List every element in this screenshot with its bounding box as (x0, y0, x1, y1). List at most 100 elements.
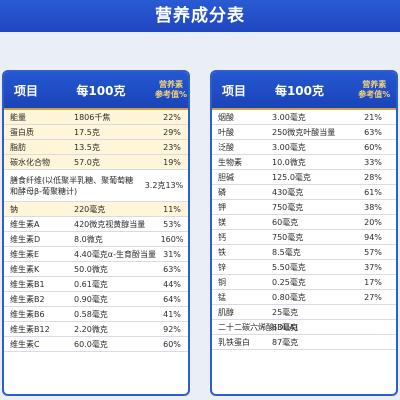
header-per-100g: 每100克 (274, 83, 325, 98)
nutrient-amount: 0.25毫克 (272, 277, 306, 287)
table-row: 镁 60毫克 20% (212, 215, 396, 230)
nutrient-name: 维生素D (10, 234, 41, 244)
nutrient-amount: 430毫克 (272, 187, 304, 197)
nutrient-name: 维生素B1 (10, 279, 45, 289)
table-row: 烟酸 3.00毫克 21% (212, 110, 396, 125)
nutrient-nrv: 13% (165, 181, 184, 190)
table-row: 碳水化合物 57.0克 19% (4, 155, 188, 170)
nutrient-nrv: 22% (163, 112, 181, 122)
nutrient-nrv: 60% (364, 142, 382, 152)
nutrient-name: 铜 (218, 277, 226, 287)
header-item: 项目 (222, 83, 247, 98)
header-per-100g: 每100克 (76, 83, 126, 98)
nutrient-name: 锰 (218, 292, 226, 302)
nutrient-nrv: 31% (163, 249, 181, 259)
nutrient-name: 乳铁蛋白 (218, 337, 250, 347)
nutrient-amount: 13.5克 (74, 142, 100, 152)
nutrient-name: 维生素E (10, 249, 40, 259)
nutrient-amount: 5.50毫克 (272, 262, 306, 272)
nutrient-amount: 3.00毫克 (272, 142, 306, 152)
nutrient-nrv: 61% (364, 187, 382, 197)
nutrient-name: 维生素C (10, 339, 40, 349)
header-nrv: 营养素 参考值% (154, 80, 187, 99)
nutrient-nrv: 29% (163, 127, 181, 137)
nutrient-name: 钾 (218, 202, 226, 212)
nutrient-name: 能量 (10, 112, 26, 122)
nutrient-name: 脂肪 (10, 142, 26, 152)
nutrient-name: 镁 (218, 217, 226, 227)
nutrient-amount: 60.0毫克 (74, 339, 108, 349)
nutrient-nrv: 19% (163, 157, 181, 167)
nutrient-amount: 10.0微克 (272, 157, 306, 167)
table-row: 铁 8.5毫克 57% (212, 245, 396, 260)
table-row: 脂肪 13.5克 23% (4, 140, 188, 155)
nutrient-amount: 60毫克 (272, 217, 299, 227)
nutrient-name: 蛋白质 (10, 127, 34, 137)
nutrient-amount: 0.61毫克 (74, 279, 108, 289)
nutrient-name: 维生素K (10, 264, 40, 274)
nutrient-name: 维生素A (10, 219, 40, 229)
nutrition-table-left: 项目 每100克 营养素 参考值% 能量 1806千焦 22% 蛋白质 17.5克 29% 脂… (2, 70, 190, 396)
nutrient-amount: 0.80毫克 (272, 292, 306, 302)
nutrient-name: 胆碱 (218, 172, 234, 182)
nutrient-amount: 3.00毫克 (272, 112, 306, 122)
table-row: 维生素B2 0.90毫克 64% (4, 292, 188, 307)
table-row: 钠 220毫克 11% (4, 202, 188, 217)
table-row: 锌 5.50毫克 37% (212, 260, 396, 275)
table-row: 维生素B1 0.61毫克 44% (4, 277, 188, 292)
nutrient-nrv: 17% (364, 277, 382, 287)
table-body: 能量 1806千焦 22% 蛋白质 17.5克 29% 脂肪 13.5克 23% 碳水化合物 57.… (4, 110, 188, 352)
table-header: 项目 每100克 营养素 参考值% (212, 72, 396, 110)
page-title: 营养成分表 (155, 6, 245, 26)
nutrient-nrv: 27% (364, 292, 382, 302)
nutrient-name: 维生素B12 (10, 324, 50, 334)
nutrient-name: 泛酸 (218, 142, 234, 152)
table-row: 维生素B6 0.58毫克 41% (4, 307, 188, 322)
table-row: 膳食纤维(以低聚半乳糖、聚葡萄糖和酵母β-葡聚糖计) 3.2克 13% (4, 170, 188, 202)
table-row: 生物素 10.0微克 33% (212, 155, 396, 170)
nutrient-nrv: 37% (364, 262, 382, 272)
table-row: 钾 750毫克 38% (212, 200, 396, 215)
nutrient-amount: 63毫克 (272, 322, 299, 332)
nutrient-name: 膳食纤维(以低聚半乳糖、聚葡萄糖和酵母β-葡聚糖计) (10, 175, 134, 196)
nutrient-nrv: 63% (364, 127, 382, 137)
table-header: 项目 每100克 营养素 参考值% (4, 72, 188, 110)
table-row: 维生素K 50.0微克 63% (4, 262, 188, 277)
nutrient-nrv: 41% (163, 309, 181, 319)
nutrient-name: 维生素B6 (10, 309, 45, 319)
nutrient-amount: 220毫克 (74, 204, 106, 214)
nutrient-amount: 4.40毫克α-生育酚当量 (74, 249, 156, 259)
nutrient-name: 维生素B2 (10, 294, 45, 304)
table-body: 烟酸 3.00毫克 21% 叶酸 250微克叶酸当量 63% 泛酸 3.00毫克 60% 生物素 1… (212, 110, 396, 350)
nutrient-nrv: 92% (163, 324, 181, 334)
nutrient-amount: 0.90毫克 (74, 294, 108, 304)
table-row: 胆碱 125.0毫克 28% (212, 170, 396, 185)
nutrient-nrv: 53% (163, 219, 181, 229)
nutrient-nrv: 23% (163, 142, 181, 152)
nutrient-nrv: 60% (163, 339, 181, 349)
nutrient-name: 烟酸 (218, 112, 234, 122)
nutrient-amount: 17.5克 (74, 127, 100, 137)
table-row: 二十二碳六烯酸(DHA) 63毫克 (212, 320, 396, 335)
table-row: 叶酸 250微克叶酸当量 63% (212, 125, 396, 140)
nutrient-nrv: 94% (364, 232, 382, 242)
table-row: 肌醇 25毫克 (212, 305, 396, 320)
nutrient-amount: 750毫克 (272, 232, 304, 242)
header-nrv: 营养素 参考值% (358, 80, 391, 99)
nutrient-amount: 420微克视黄醇当量 (74, 219, 146, 229)
nutrient-amount: 8.5毫克 (272, 247, 301, 257)
nutrient-name: 二十二碳六烯酸(DHA) (218, 322, 298, 332)
header-bar (0, 0, 400, 32)
table-row: 维生素D 8.0微克 160% (4, 232, 188, 247)
nutrient-name: 磷 (218, 187, 226, 197)
nutrient-amount: 125.0毫克 (272, 172, 311, 182)
nutrient-name: 钠 (10, 204, 18, 214)
table-row: 维生素E 4.40毫克α-生育酚当量 31% (4, 247, 188, 262)
table-row: 维生素C 60.0毫克 60% (4, 337, 188, 352)
nutrient-amount: 750毫克 (272, 202, 304, 212)
table-row: 钙 750毫克 94% (212, 230, 396, 245)
nutrient-amount: 87毫克 (272, 337, 299, 347)
nutrient-amount: 3.2克 (144, 181, 166, 190)
nutrient-amount: 2.20微克 (74, 324, 108, 334)
table-row: 维生素B12 2.20微克 92% (4, 322, 188, 337)
